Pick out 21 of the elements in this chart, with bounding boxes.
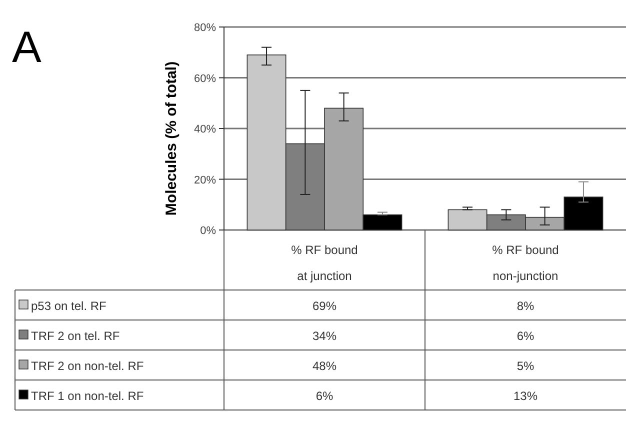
data-label: 34%	[312, 329, 337, 343]
y-tick-label: 80%	[194, 22, 216, 34]
x-tick-label: % RF bound at junction	[291, 243, 358, 283]
data-label: 6%	[316, 389, 334, 403]
legend-label: p53 on tel. RF	[31, 299, 106, 313]
y-axis-title: Molecules (% of total)	[163, 61, 180, 216]
data-label: 5%	[516, 359, 534, 373]
x-tick-label: % RF bound non-junction	[492, 243, 559, 283]
data-label: 13%	[513, 389, 538, 403]
legend-label: TRF 1 on non-tel. RF	[31, 389, 144, 403]
y-tick-label: 0%	[200, 225, 216, 237]
y-tick-label: 60%	[194, 72, 216, 85]
data-label: 8%	[516, 299, 534, 313]
data-label: 69%	[312, 299, 337, 313]
legend-label: TRF 2 on tel. RF	[31, 329, 120, 343]
data-label: 6%	[516, 329, 534, 343]
legend-label: TRF 2 on non-tel. RF	[31, 359, 144, 373]
y-tick-label: 40%	[194, 124, 216, 136]
data-label: 48%	[312, 359, 337, 373]
y-tick-label: 20%	[194, 174, 216, 186]
text: A	[12, 23, 42, 72]
